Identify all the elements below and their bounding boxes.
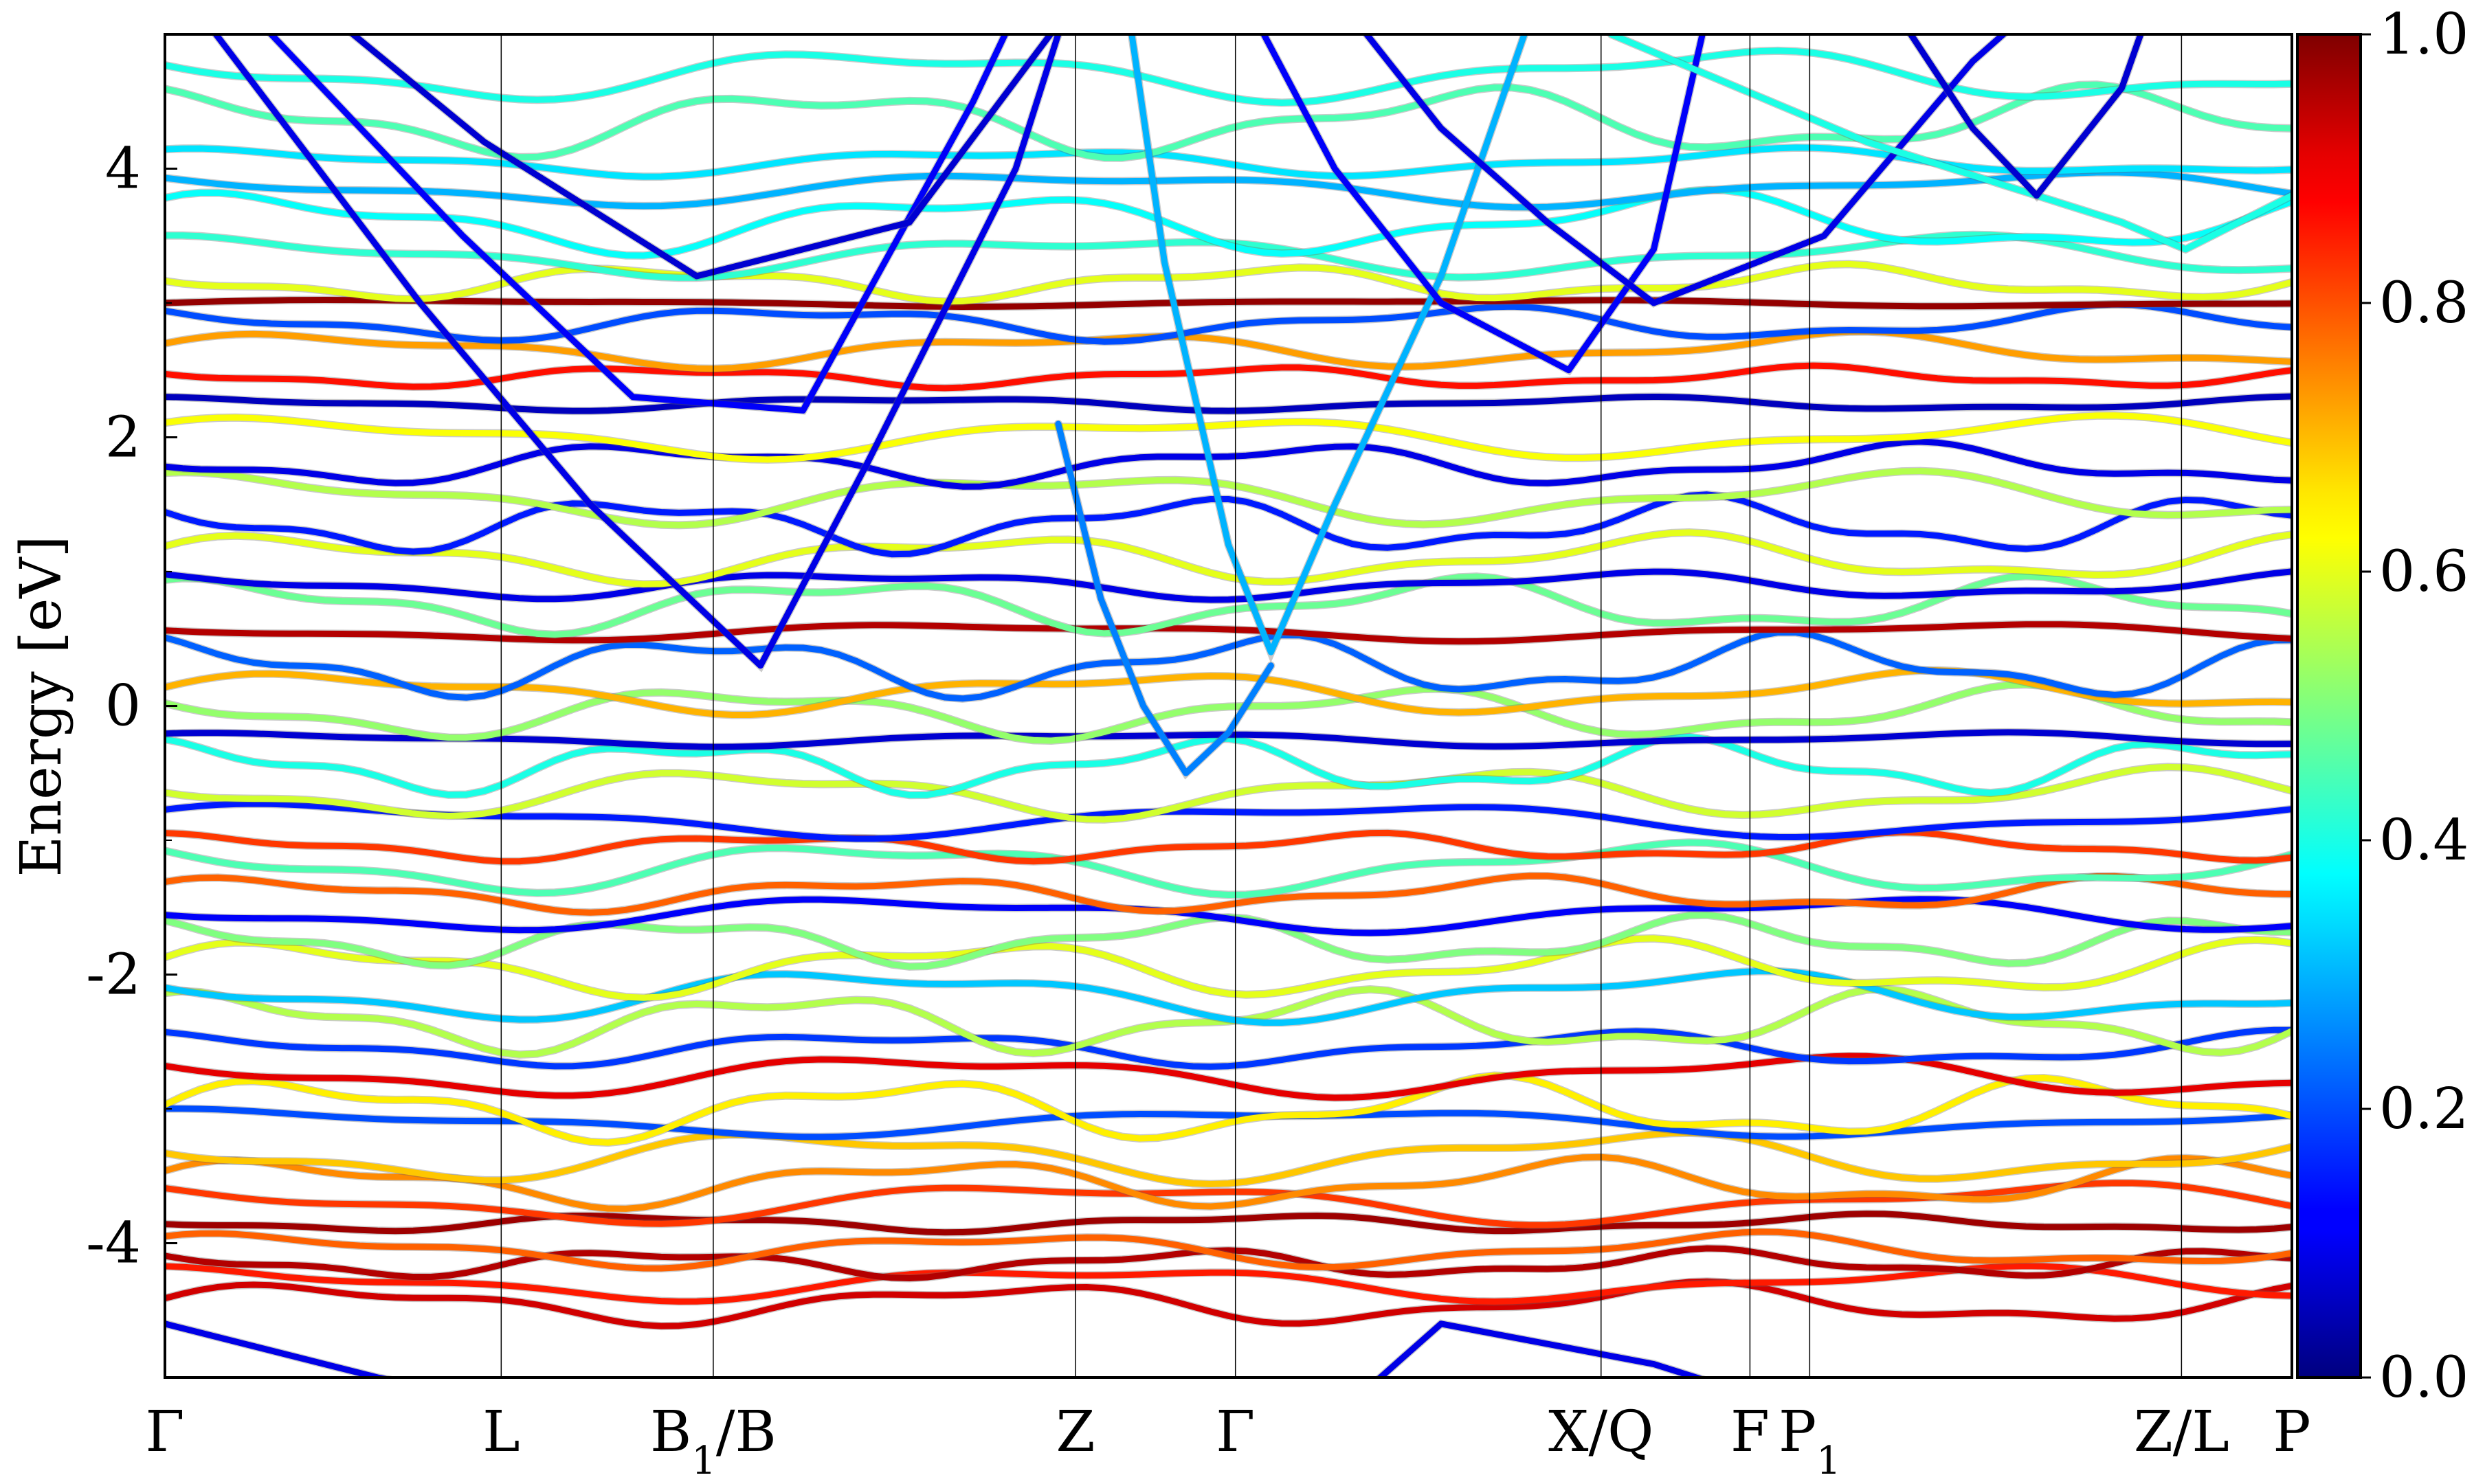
band-56 <box>165 1320 394 1378</box>
band-7 <box>165 1129 2292 1187</box>
band-outline-53 <box>1607 34 2292 254</box>
y-axis-label: Energy [eV] <box>9 535 74 877</box>
y-axis-ticks: -4 -2 0 2 4 <box>86 34 177 1378</box>
band-47 <box>212 34 1062 669</box>
band-18 <box>165 839 2292 898</box>
band-0 <box>165 1278 2292 1329</box>
band-42 <box>165 186 2292 259</box>
y-tick-label-3: 2 <box>105 405 141 471</box>
band-17 <box>165 873 2292 916</box>
band-30 <box>165 529 2292 587</box>
band-3 <box>165 1228 2292 1272</box>
x-axis-ticks: Γ L B1/B Z Γ X/Q F P1 Z/L P <box>146 1399 2311 1483</box>
y-tick-label-1: -2 <box>86 943 141 1008</box>
band-33 <box>165 438 2292 490</box>
x-tick-label-6: F <box>1730 1399 1770 1465</box>
band-19 <box>165 829 2292 865</box>
band-40 <box>165 260 2292 305</box>
band-26 <box>165 629 2292 702</box>
band-outline-22 <box>165 732 2292 800</box>
band-20 <box>165 800 2292 842</box>
colorbar-frame <box>2296 33 2362 1379</box>
colorbar-tick-label-4: 0.8 <box>2379 271 2469 336</box>
colorbar-tick-label-0: 0.0 <box>2379 1345 2469 1410</box>
band-13 <box>165 968 2292 1026</box>
x-tick-label-1: L <box>482 1399 520 1465</box>
band-16 <box>165 896 2292 936</box>
x-tick-label-9: P <box>2273 1399 2310 1465</box>
band-51 <box>1260 34 1706 374</box>
x-tick-label-7: P1 <box>1779 1399 1841 1483</box>
band-29 <box>165 568 2292 603</box>
colorbar-tick-label-5: 1.0 <box>2379 2 2469 67</box>
band-49 <box>348 34 1055 280</box>
band-27 <box>165 621 2292 645</box>
x-tick-label-8: Z/L <box>2134 1399 2229 1465</box>
colorbar: 0.0 0.2 0.4 0.6 0.8 1.0 <box>2296 2 2469 1410</box>
band-1 <box>165 1263 2292 1305</box>
band-22 <box>165 734 2292 798</box>
band-53 <box>1608 34 2292 253</box>
band-21 <box>165 763 2292 823</box>
band-31 <box>165 491 2292 558</box>
x-tick-label-2: B1/B <box>650 1399 777 1483</box>
band-9 <box>165 1072 2292 1146</box>
colorbar-tick-label-1: 0.2 <box>2379 1077 2469 1142</box>
band-outline-40 <box>165 260 2292 306</box>
high-symmetry-lines <box>500 34 2183 1378</box>
band-outline-14 <box>165 934 2292 1002</box>
band-46 <box>165 47 2292 106</box>
y-tick-label-0: -4 <box>86 1211 141 1277</box>
band-4 <box>165 1211 2292 1236</box>
y-tick-label-4: 4 <box>105 137 141 202</box>
band-37 <box>165 328 2292 372</box>
band-39 <box>165 297 2292 310</box>
band-6 <box>165 1154 2292 1212</box>
y-tick-label-2: 0 <box>105 674 141 739</box>
band-52 <box>1362 34 2008 306</box>
colorbar-gradient <box>2297 34 2361 1378</box>
band-2 <box>165 1245 2292 1281</box>
x-tick-label-5: X/Q <box>1548 1399 1653 1465</box>
band-48 <box>267 34 1009 414</box>
band-54 <box>1907 34 2144 199</box>
band-24 <box>165 681 2292 744</box>
bands-layer <box>165 34 2292 1378</box>
x-tick-label-0: Γ <box>146 1399 185 1465</box>
band-34 <box>165 412 2292 463</box>
band-50 <box>1128 34 1528 655</box>
colorbar-ticks: 0.0 0.2 0.4 0.6 0.8 1.0 <box>2361 2 2469 1410</box>
band-32 <box>165 468 2292 528</box>
band-10 <box>165 1053 2292 1101</box>
band-45 <box>165 81 2292 161</box>
x-tick-label-3: Z <box>1056 1399 1095 1465</box>
band-14 <box>165 935 2292 1001</box>
band-43 <box>165 169 2292 211</box>
band-35 <box>165 393 2292 414</box>
colorbar-tick-label-2: 0.4 <box>2379 808 2469 873</box>
band-11 <box>165 1026 2292 1070</box>
band-57 <box>1375 1320 1707 1378</box>
band-38 <box>165 301 2292 345</box>
colorbar-tick-label-3: 0.6 <box>2379 539 2469 605</box>
band-28 <box>165 573 2292 638</box>
band-36 <box>165 362 2292 392</box>
x-tick-label-4: Γ <box>1216 1399 1255 1465</box>
